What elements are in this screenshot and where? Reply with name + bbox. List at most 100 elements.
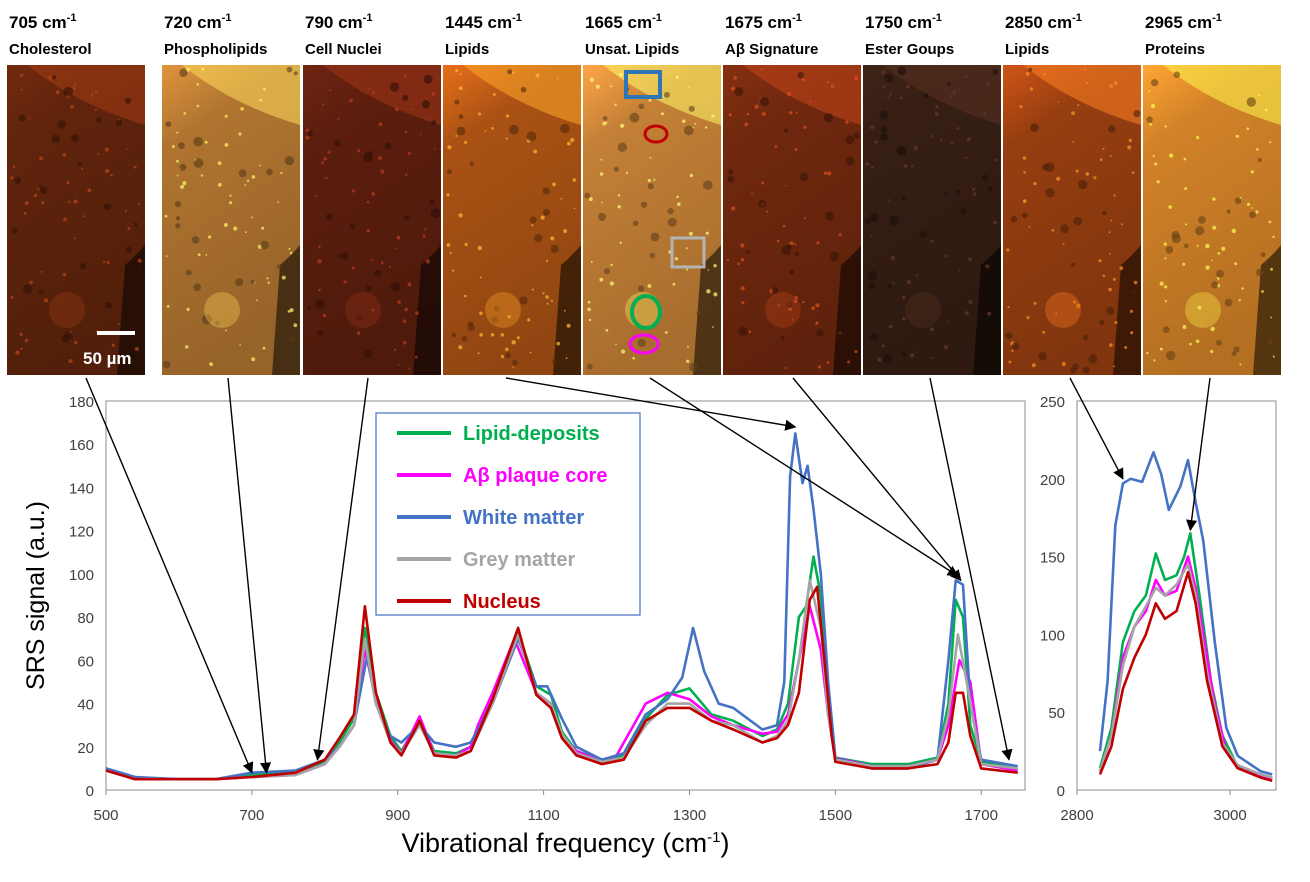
panel-dark-cell: [421, 100, 431, 109]
panel-dark-cell: [494, 306, 500, 312]
panel-dark-cell: [18, 114, 26, 122]
panel-speckle: [985, 264, 990, 269]
panel-dark-cell: [1146, 116, 1153, 123]
panel-speckle: [479, 333, 483, 337]
panel-speckle: [371, 91, 375, 95]
panel-speckle: [871, 165, 874, 169]
panel-speckle: [452, 269, 455, 272]
panel-speckle: [1149, 123, 1152, 126]
panel-dark-cell: [1060, 224, 1069, 234]
panel-dark-cell: [1260, 252, 1266, 258]
panel-speckle: [408, 367, 411, 370]
panel-speckle: [682, 119, 686, 123]
panel-speckle: [1120, 223, 1123, 226]
panel-plaque-glow: [345, 292, 381, 328]
panel-speckle: [713, 292, 718, 297]
panel-dark-cell: [884, 73, 894, 83]
panel-speckle: [1182, 325, 1187, 329]
panel-speckle: [815, 303, 820, 308]
panel-speckle: [1062, 243, 1065, 246]
panel-molecule-label: Proteins: [1145, 41, 1205, 58]
panel-speckle: [816, 241, 820, 245]
panel-speckle: [73, 87, 76, 90]
panel-speckle: [407, 151, 411, 155]
scale-bar: [97, 331, 135, 335]
panel-speckle: [754, 104, 759, 109]
y-tick-label: 180: [69, 394, 94, 411]
panel-speckle: [968, 300, 973, 305]
panel-speckle: [23, 212, 27, 215]
panel-dark-cell: [1041, 163, 1049, 171]
panel-dark-cell: [771, 287, 779, 294]
panel-dark-cell: [137, 265, 143, 271]
panel-speckle: [1164, 257, 1167, 260]
panel-dark-cell: [175, 216, 181, 221]
panel-speckle: [1129, 309, 1134, 313]
panel-dark-cell: [461, 336, 468, 342]
panel-speckle: [1131, 171, 1135, 174]
panel-dark-cell: [781, 245, 792, 255]
panel-dark-cell: [1130, 289, 1136, 295]
panel-dark-cell: [1195, 226, 1205, 236]
panel-dark-cell: [284, 156, 294, 166]
plot-area-border: [105, 400, 1026, 791]
panel-speckle: [1007, 306, 1010, 309]
panel-dark-cell: [133, 222, 138, 227]
panel-speckle: [761, 181, 765, 185]
panel-speckle: [545, 295, 549, 299]
image-panels: 705 cm-1 Cholesterol 720 cm-1 Phospholipids…: [7, 12, 1281, 375]
panel-speckle: [632, 356, 635, 360]
panel-speckle: [414, 355, 418, 359]
panel-speckle: [431, 92, 436, 97]
panel-speckle: [1077, 104, 1080, 106]
y-tick-label: 0: [86, 783, 94, 800]
x-tick-label: 700: [239, 807, 264, 824]
panel-dark-cell: [864, 218, 871, 225]
panel-speckle: [1099, 158, 1103, 162]
panel-speckle: [380, 169, 385, 174]
panel-speckle: [782, 224, 786, 228]
panel-speckle: [1241, 287, 1244, 290]
panel-speckle: [186, 307, 190, 311]
panel-speckle: [827, 171, 832, 176]
panel-speckle: [1055, 312, 1058, 315]
panel-speckle: [687, 345, 689, 348]
panel-speckle: [1210, 326, 1215, 332]
panel-dark-cell: [816, 329, 824, 337]
panel-dark-cell: [79, 262, 87, 270]
panel-speckle: [803, 217, 806, 220]
panel-speckle: [1196, 136, 1200, 140]
panel-speckle: [1272, 235, 1275, 239]
panel-speckle: [802, 300, 805, 304]
panel-speckle: [1164, 125, 1167, 128]
panel-speckle: [794, 147, 798, 151]
panel-dark-region: [1113, 245, 1141, 375]
panel-speckle: [1108, 252, 1111, 255]
panel-speckle: [552, 182, 556, 187]
panel-dark-cell: [1162, 326, 1170, 334]
panel-dark-cell: [637, 338, 646, 347]
panel-speckle: [124, 210, 127, 213]
panel-dark-cell: [663, 91, 670, 98]
panel-dark-cell: [185, 269, 192, 276]
panel-speckle: [1205, 265, 1210, 270]
panel-speckle: [180, 184, 185, 189]
panel-dark-cell: [560, 123, 570, 134]
panel-speckle: [244, 184, 247, 186]
panel-speckle: [1264, 108, 1268, 112]
panel-speckle: [1029, 87, 1034, 91]
panel-dark-cell: [780, 335, 785, 340]
panel-dark-cell: [63, 86, 74, 97]
panel-speckle: [740, 286, 745, 291]
panel-speckle: [425, 118, 428, 121]
panel-dark-cell: [77, 162, 82, 167]
panel-speckle: [1163, 242, 1167, 246]
panel-dark-cell: [799, 172, 809, 182]
panel-speckle: [259, 98, 263, 102]
panel-speckle: [1154, 162, 1158, 166]
panel-dark-cell: [341, 252, 349, 260]
panel-speckle: [1184, 187, 1188, 191]
panel-speckle: [1113, 81, 1118, 85]
panel-speckle: [106, 260, 110, 264]
